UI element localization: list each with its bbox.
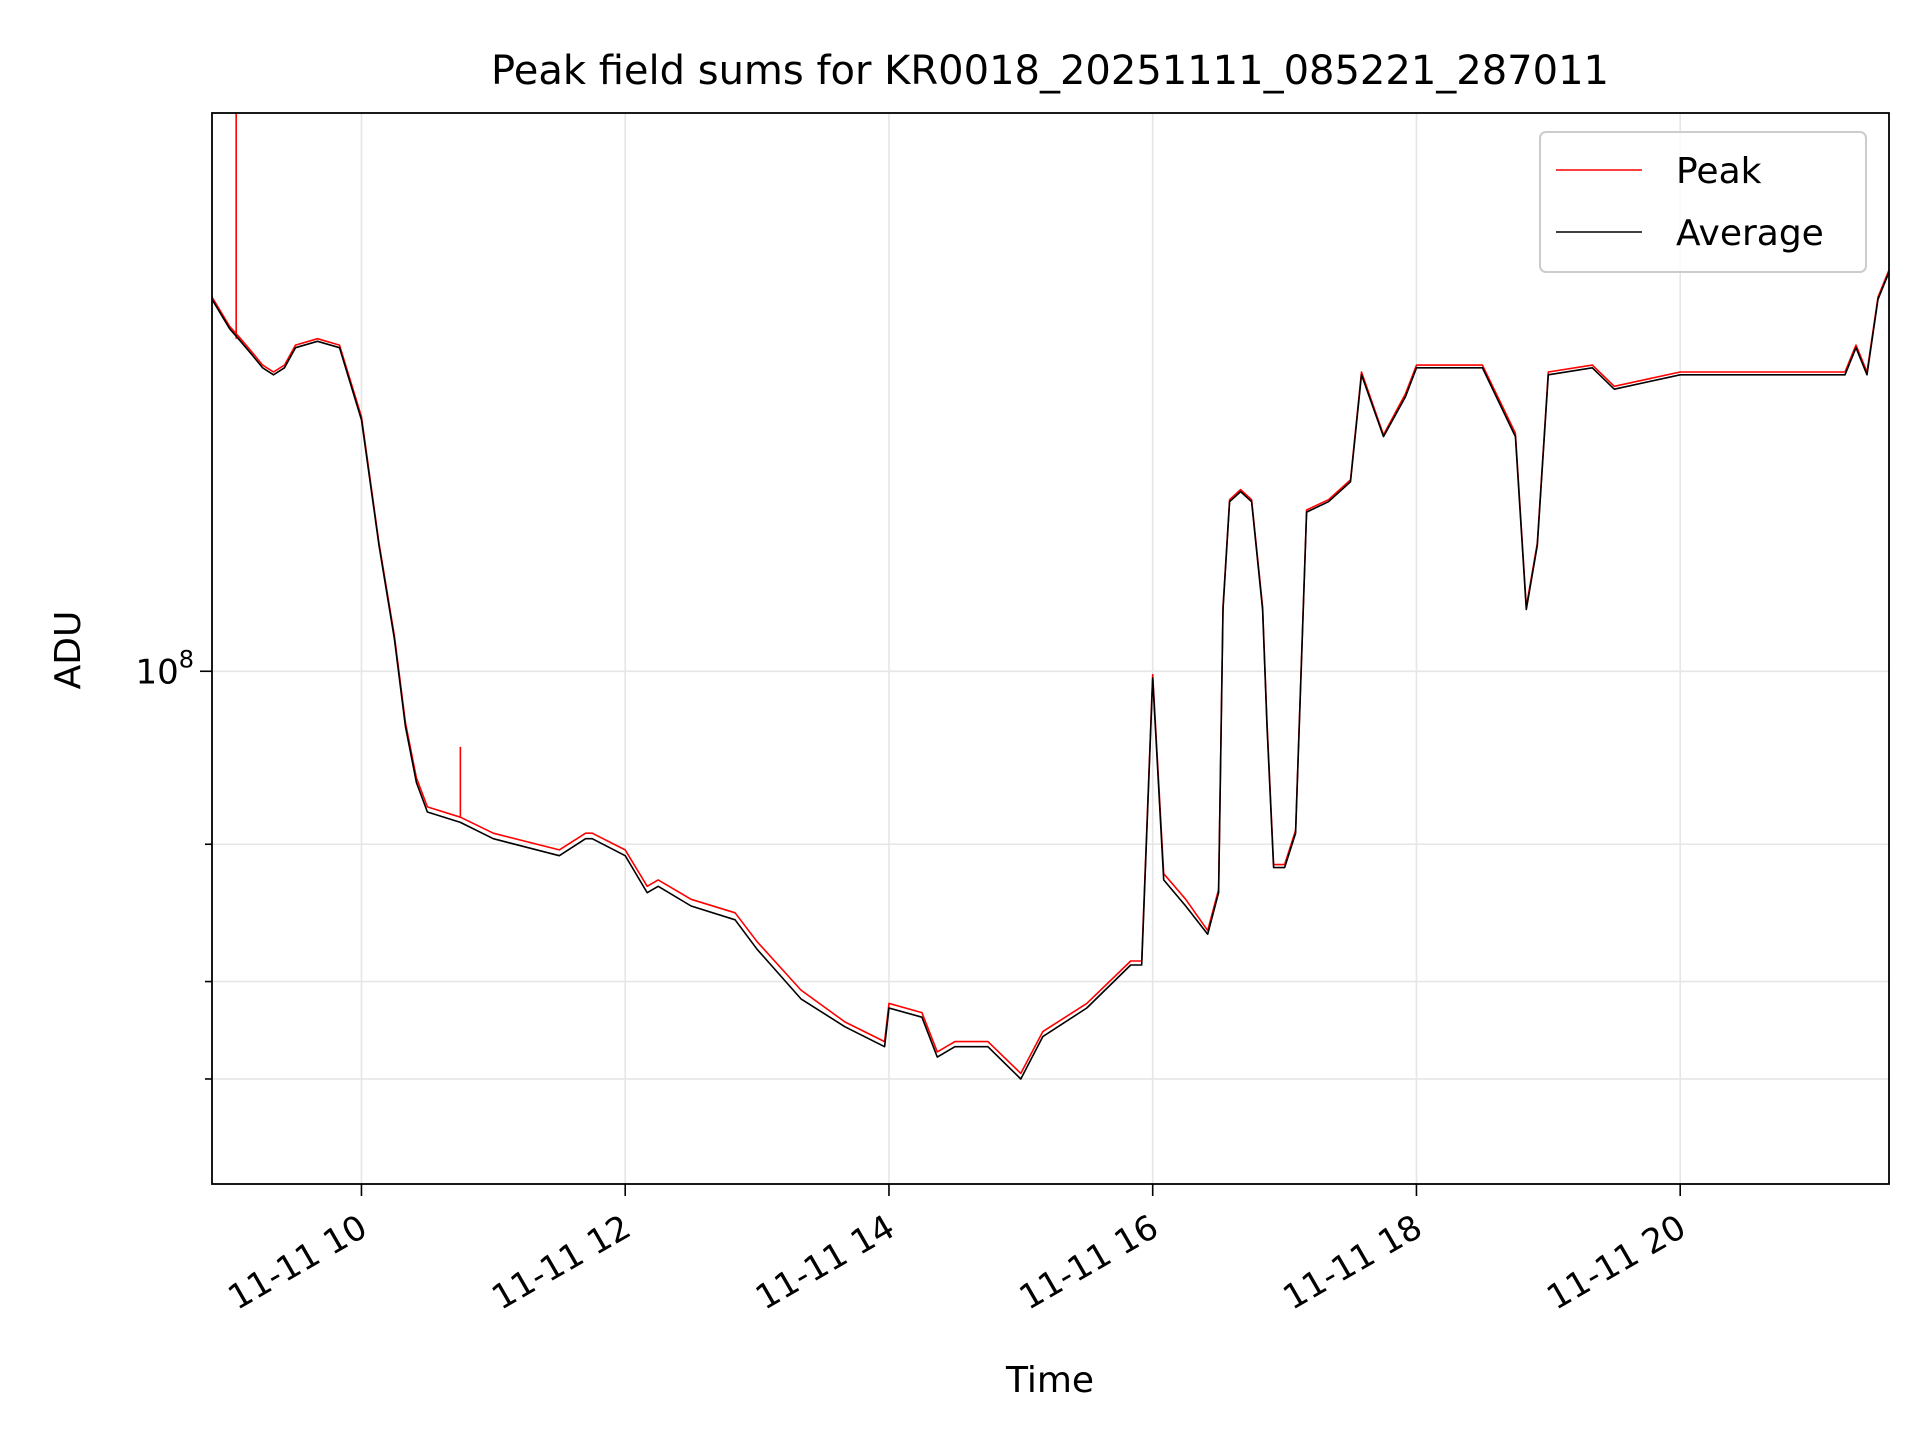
x-axis-label: Time	[1005, 1360, 1094, 1401]
y-tick-label: 108	[135, 645, 194, 692]
y-tick-label-exponent: 8	[179, 645, 194, 673]
legend-label-peak: Peak	[1676, 151, 1762, 192]
legend-label-average: Average	[1676, 213, 1824, 254]
grid	[212, 113, 1889, 1184]
legend-box	[1539, 131, 1867, 273]
plot-frame	[211, 112, 1890, 1185]
series-line-average	[212, 271, 1889, 1080]
plot-background	[212, 113, 1889, 1184]
y-axis-label: ADU	[48, 611, 89, 690]
legend: Peak Average	[1539, 131, 1867, 273]
y-tick-label-base: 10	[135, 652, 178, 692]
chart-title: Peak field sums for KR0018_20251111_0852…	[491, 48, 1609, 94]
series-layer	[212, 113, 1889, 1080]
